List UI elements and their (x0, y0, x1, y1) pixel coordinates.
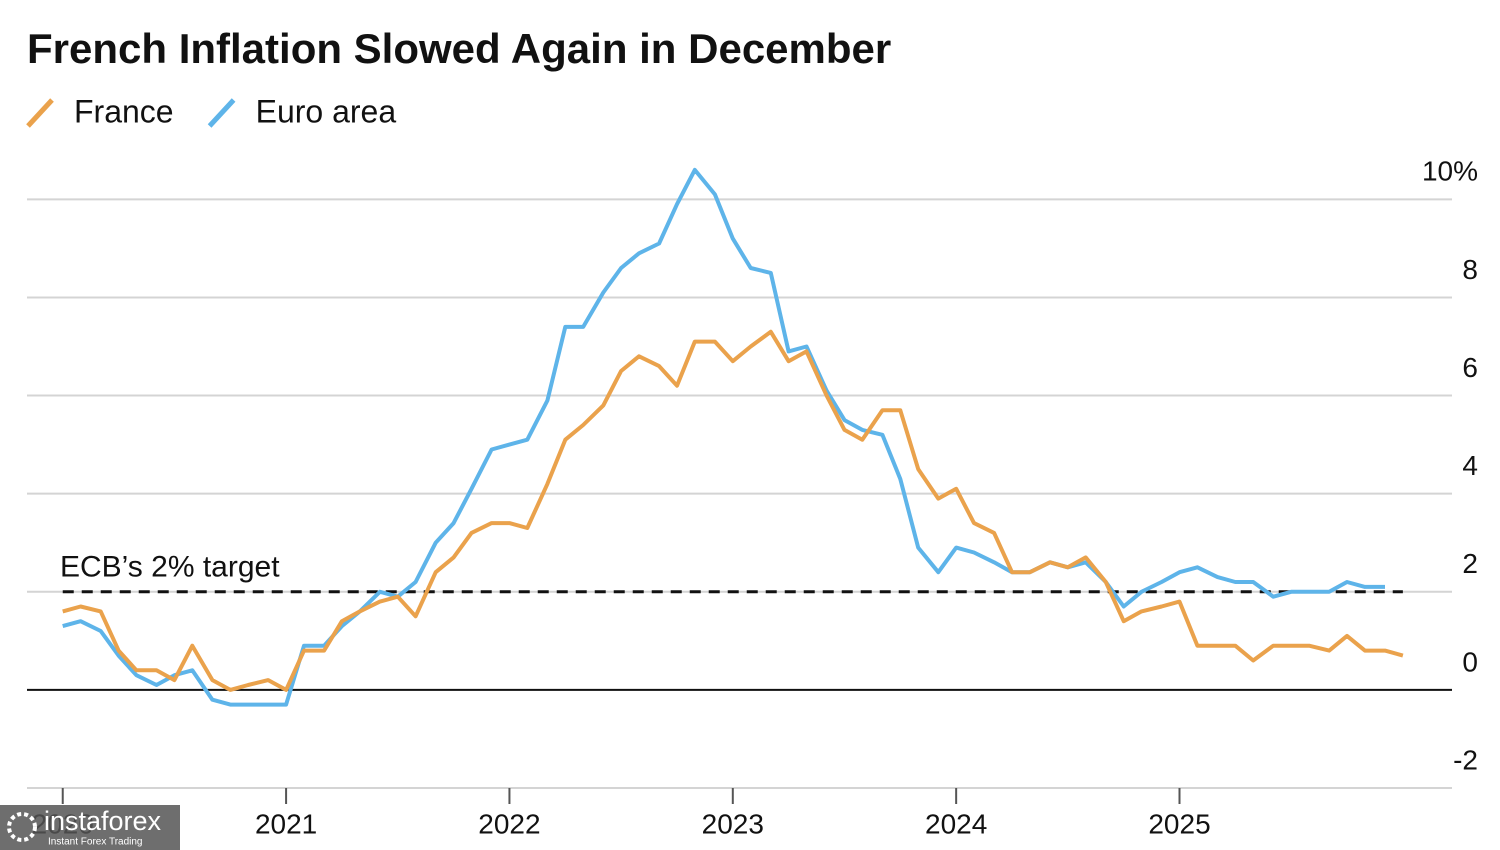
watermark-logo (7, 812, 37, 842)
y-tick-label: 4 (1462, 450, 1478, 481)
y-tick-label: -2 (1453, 744, 1478, 775)
series-line (62, 329, 1404, 692)
x-tick-label: 2025 (1148, 808, 1210, 839)
y-tick-label: 10% (1422, 156, 1478, 187)
watermark-box (0, 805, 180, 850)
chart-title: French Inflation Slowed Again in Decembe… (27, 25, 891, 72)
x-tick-label: 2024 (925, 808, 987, 839)
legend-label: France (74, 93, 174, 129)
y-tick-label: 8 (1462, 254, 1478, 285)
x-tick-label: 2021 (255, 808, 317, 839)
legend-swatch (207, 98, 236, 128)
y-tick-label: 0 (1462, 646, 1478, 677)
target-label: ECB’s 2% target (60, 551, 280, 584)
watermark-tagline: Instant Forex Trading (48, 837, 143, 848)
y-tick-label: 2 (1462, 548, 1478, 579)
legend-swatch (26, 98, 54, 128)
watermark-brand: instaforex (44, 806, 162, 836)
series-line (62, 167, 1385, 707)
x-tick-label: 2022 (478, 808, 540, 839)
x-tick-label: 2023 (702, 808, 764, 839)
legend-label: Euro area (256, 93, 397, 129)
y-tick-label: 6 (1462, 352, 1478, 383)
